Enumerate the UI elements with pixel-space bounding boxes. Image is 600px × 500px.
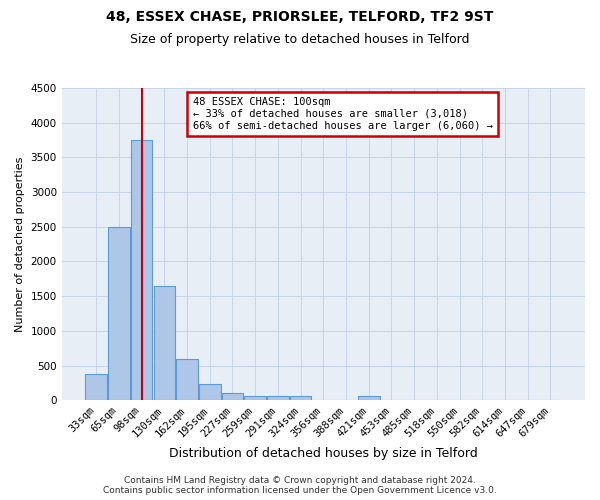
Text: Size of property relative to detached houses in Telford: Size of property relative to detached ho… (130, 32, 470, 46)
X-axis label: Distribution of detached houses by size in Telford: Distribution of detached houses by size … (169, 447, 478, 460)
Bar (154, 286, 175, 400)
Bar (244, 396, 266, 400)
Bar (85, 374, 107, 400)
Text: 48 ESSEX CHASE: 100sqm
← 33% of detached houses are smaller (3,018)
66% of semi-: 48 ESSEX CHASE: 100sqm ← 33% of detached… (193, 98, 493, 130)
Bar (176, 358, 198, 400)
Bar (290, 396, 311, 400)
Bar (222, 392, 243, 400)
Text: 48, ESSEX CHASE, PRIORSLEE, TELFORD, TF2 9ST: 48, ESSEX CHASE, PRIORSLEE, TELFORD, TF2… (106, 10, 494, 24)
Text: Contains HM Land Registry data © Crown copyright and database right 2024.
Contai: Contains HM Land Registry data © Crown c… (103, 476, 497, 495)
Bar (199, 384, 221, 400)
Y-axis label: Number of detached properties: Number of detached properties (15, 156, 25, 332)
Bar (267, 396, 289, 400)
Bar (131, 140, 152, 400)
Bar (358, 396, 380, 400)
Bar (108, 227, 130, 400)
